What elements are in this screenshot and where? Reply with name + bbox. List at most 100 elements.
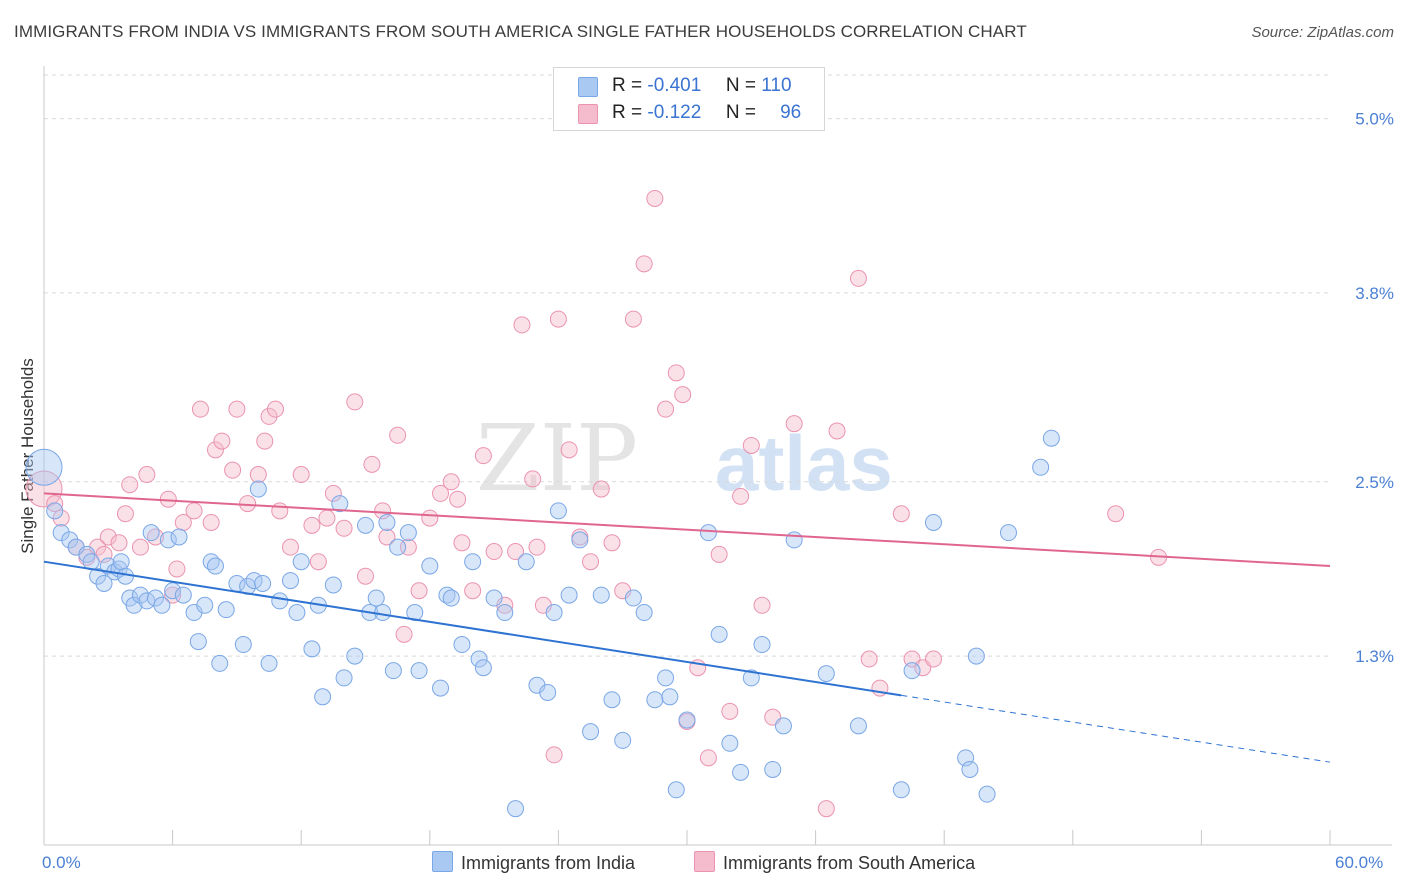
x-tick-label-max: 60.0%: [1335, 853, 1384, 872]
india-point: [99, 557, 117, 575]
india-point: [303, 640, 321, 658]
south-america-swatch: [694, 851, 715, 872]
india-point: [732, 763, 750, 781]
india-point: [967, 647, 985, 665]
south-america-point: [892, 505, 910, 523]
south-america-point: [603, 534, 621, 552]
south-america-point: [271, 502, 289, 520]
legend-item-india: Immigrants from India: [432, 851, 635, 875]
watermark-zip: ZIP: [476, 405, 638, 512]
south-america-point: [191, 400, 209, 418]
south-america-point: [357, 567, 374, 585]
south-america-point: [442, 473, 460, 491]
south-america-point: [213, 432, 231, 450]
india-point: [539, 683, 557, 701]
india-point: [367, 589, 385, 607]
india-point: [292, 553, 310, 571]
watermark: ZIP atlas: [476, 405, 893, 512]
south-america-point: [25, 470, 63, 508]
south-america-point: [485, 543, 503, 561]
south-america-point: [318, 509, 336, 527]
axes: [43, 66, 1392, 846]
south-america-point: [256, 432, 274, 450]
south-america-trend-line: [43, 492, 1331, 568]
india-point: [89, 567, 107, 585]
south-america-point: [545, 746, 563, 764]
y-tick-label: 5.0%: [1355, 110, 1394, 129]
legend-label-south-america: Immigrants from South America: [723, 853, 976, 873]
south-america-point: [202, 513, 220, 531]
india-point: [324, 576, 342, 594]
south-america-point: [46, 495, 64, 513]
india-point: [25, 448, 63, 486]
south-america-point: [206, 441, 224, 459]
india-point: [496, 604, 514, 622]
n-label: N =: [725, 75, 756, 96]
india-point: [288, 604, 306, 622]
india-point: [485, 589, 503, 607]
india-point: [1000, 524, 1017, 542]
india-point: [432, 679, 450, 697]
south-america-point: [121, 476, 139, 494]
watermark-atlas: atlas: [715, 419, 893, 507]
india-point: [571, 531, 589, 549]
n-value-south-america: 96: [780, 102, 802, 123]
india-point: [95, 574, 113, 592]
india-point: [217, 601, 235, 619]
india-point: [892, 781, 910, 799]
india-point: [281, 572, 299, 590]
india-point: [146, 589, 164, 607]
india-point: [560, 586, 578, 604]
india-point: [661, 688, 679, 706]
south-america-point: [742, 436, 760, 454]
south-america-point: [753, 596, 771, 614]
x-tick-label-min: 0.0%: [42, 853, 81, 872]
india-point: [961, 760, 979, 778]
south-america-point: [449, 490, 467, 508]
south-america-point: [138, 466, 156, 484]
india-point: [753, 636, 771, 654]
south-america-point: [549, 310, 567, 328]
south-america-point: [635, 255, 653, 273]
india-point: [399, 524, 417, 542]
india-point: [545, 604, 563, 622]
r-label: R =: [612, 75, 643, 96]
y-tick-label: 3.8%: [1355, 284, 1394, 303]
south-america-point: [410, 582, 428, 600]
south-america-point: [260, 407, 278, 425]
india-point: [470, 650, 488, 668]
india-point: [374, 604, 392, 622]
south-america-point: [817, 800, 835, 818]
india-swatch: [578, 77, 598, 97]
south-america-point: [239, 495, 257, 513]
n-value-india: 110: [761, 75, 792, 96]
south-america-point: [699, 749, 717, 767]
india-point: [196, 596, 214, 614]
south-america-point: [346, 393, 364, 411]
india-point: [464, 553, 482, 571]
india-point: [271, 592, 289, 610]
india-point: [774, 717, 792, 735]
india-point: [211, 654, 229, 672]
india-point: [206, 557, 224, 575]
india-point: [112, 553, 130, 571]
south-america-point: [524, 470, 542, 488]
india-point: [603, 691, 621, 709]
south-america-point: [228, 400, 246, 418]
south-america-point: [667, 364, 685, 382]
south-america-point: [674, 386, 692, 404]
y-tick-labels: 1.3% 2.5% 3.8% 5.0%: [1355, 110, 1394, 667]
south-america-point: [99, 528, 117, 546]
south-america-point: [389, 426, 407, 444]
india-point: [159, 531, 177, 549]
y-tick-label: 2.5%: [1355, 473, 1394, 492]
south-america-point: [528, 538, 546, 556]
y-tick-label: 1.3%: [1355, 647, 1394, 666]
india-point: [174, 586, 192, 604]
india-point: [517, 553, 535, 571]
south-america-point: [266, 400, 284, 418]
gridlines: [44, 74, 1330, 657]
south-america-point: [453, 534, 471, 552]
india-point: [335, 669, 353, 687]
